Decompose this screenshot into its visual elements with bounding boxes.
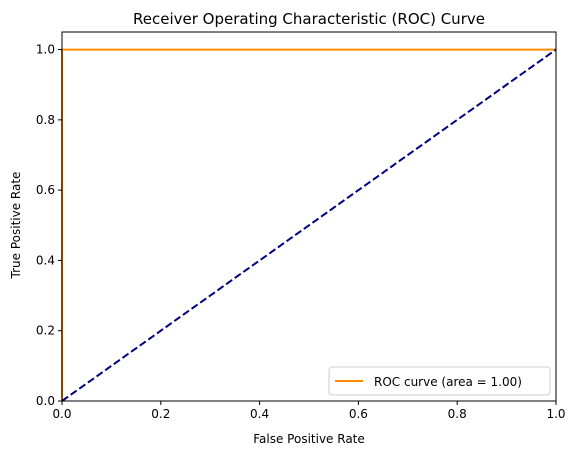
x-tick-label: 0.0: [52, 407, 71, 421]
chart-title: Receiver Operating Characteristic (ROC) …: [133, 10, 485, 28]
y-axis-label: True Positive Rate: [9, 172, 23, 280]
diagonal-reference-line: [61, 48, 557, 402]
y-tick-label: 0.0: [36, 394, 55, 408]
y-tick-label: 0.8: [36, 113, 55, 127]
x-tick-label: 0.4: [250, 407, 269, 421]
x-tick-label: 1.0: [546, 407, 565, 421]
legend-box: [328, 366, 551, 396]
y-tick-label: 0.6: [36, 183, 55, 197]
x-tick-label: 0.8: [448, 407, 467, 421]
y-tick-label: 0.4: [36, 253, 55, 267]
x-tick-label: 0.6: [349, 407, 368, 421]
axes-frame: [61, 31, 557, 402]
legend-label: ROC curve (area = 1.00): [374, 375, 522, 389]
legend: ROC curve (area = 1.00): [328, 366, 551, 396]
x-tick-label: 0.2: [151, 407, 170, 421]
plot-area: 0.0 0.2 0.4 0.6 0.8 1.0 0.0 0.2 0.4 0.6 0.8 1.0: [36, 31, 566, 421]
y-tick-label: 1.0: [36, 43, 55, 57]
x-axis-label: False Positive Rate: [253, 432, 365, 446]
y-tick-label: 0.2: [36, 324, 55, 338]
